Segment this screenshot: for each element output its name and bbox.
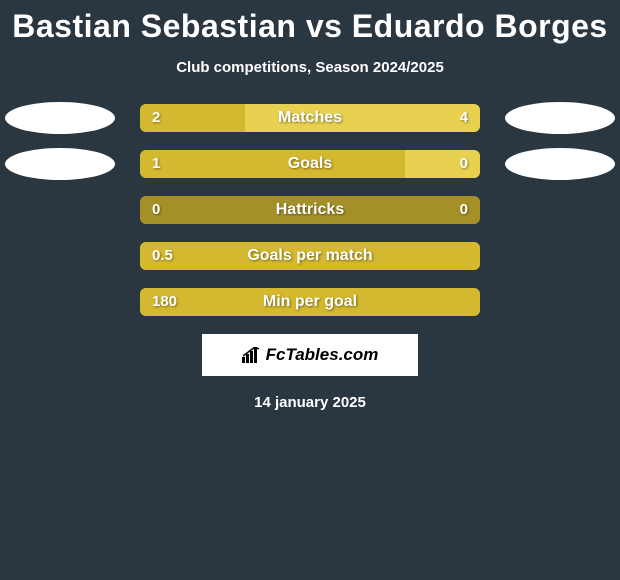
value-left: 0.5 (152, 242, 173, 270)
player-avatar-left (5, 148, 115, 180)
value-right: 4 (460, 104, 468, 132)
page-title: Bastian Sebastian vs Eduardo Borges (0, 0, 620, 45)
value-left: 1 (152, 150, 160, 178)
value-right: 0 (460, 196, 468, 224)
stat-row: 24Matches (0, 104, 620, 132)
player-avatar-right (505, 102, 615, 134)
bar-left-fill (140, 288, 480, 316)
value-right: 0 (460, 150, 468, 178)
stat-row: 0 0Hattricks (0, 196, 620, 224)
player-avatar-right (505, 148, 615, 180)
bar-left-fill (140, 150, 405, 178)
bar-track: 24Matches (140, 104, 480, 132)
chart-icon (242, 347, 262, 363)
watermark-text: FcTables.com (266, 345, 379, 365)
comparison-chart: 24Matches10Goals00Hattricks0.5Goals per … (0, 104, 620, 316)
bar-track: 0.5Goals per match (140, 242, 480, 270)
player-avatar-left (5, 102, 115, 134)
watermark: FcTables.com (202, 334, 418, 376)
value-left: 180 (152, 288, 177, 316)
metric-label: Hattricks (140, 196, 480, 224)
footer-date: 14 january 2025 (0, 394, 620, 411)
stat-row: 180Min per goal (0, 288, 620, 316)
value-left: 2 (152, 104, 160, 132)
bar-right-fill (405, 150, 480, 178)
stat-row: 0.5Goals per match (0, 242, 620, 270)
bar-track: 180Min per goal (140, 288, 480, 316)
bar-track: 0 0Hattricks (140, 196, 480, 224)
bar-track: 10Goals (140, 150, 480, 178)
value-left: 0 (152, 196, 160, 224)
subtitle: Club competitions, Season 2024/2025 (0, 59, 620, 76)
bar-left-fill (140, 242, 480, 270)
stat-row: 10Goals (0, 150, 620, 178)
bar-right-fill (245, 104, 480, 132)
